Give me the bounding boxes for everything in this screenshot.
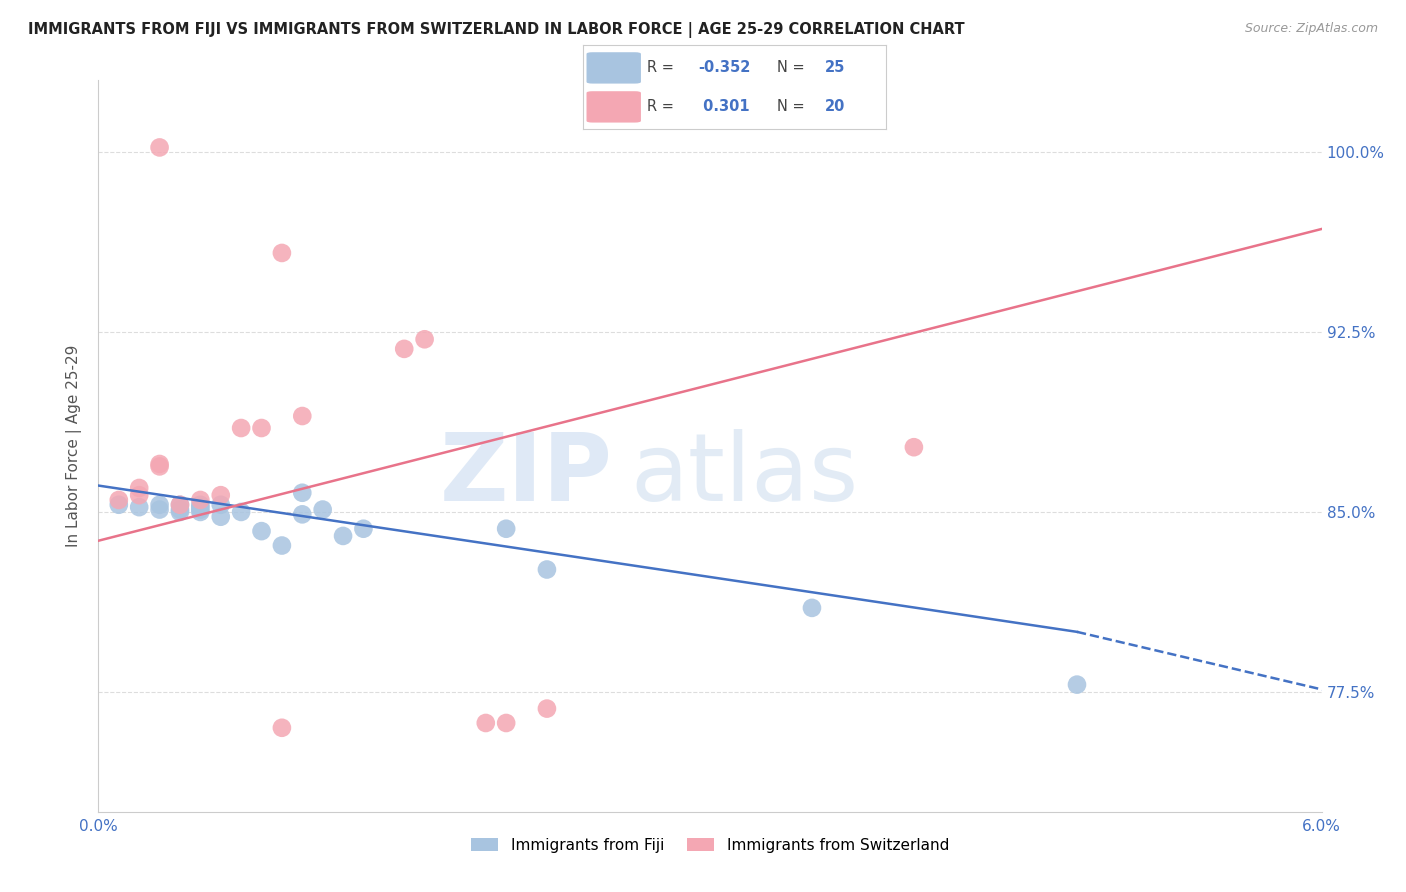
Point xyxy=(250,524,273,538)
Text: 25: 25 xyxy=(825,61,845,76)
Point xyxy=(495,522,517,536)
Text: ZIP: ZIP xyxy=(439,429,612,521)
FancyBboxPatch shape xyxy=(586,53,641,84)
Point xyxy=(311,502,335,516)
Point xyxy=(495,716,517,731)
Y-axis label: In Labor Force | Age 25-29: In Labor Force | Age 25-29 xyxy=(66,345,83,547)
Point xyxy=(169,502,191,516)
Point xyxy=(270,246,292,260)
Point xyxy=(536,701,558,715)
Text: IMMIGRANTS FROM FIJI VS IMMIGRANTS FROM SWITZERLAND IN LABOR FORCE | AGE 25-29 C: IMMIGRANTS FROM FIJI VS IMMIGRANTS FROM … xyxy=(28,22,965,38)
Point xyxy=(1066,678,1088,692)
Point xyxy=(188,500,212,515)
Point xyxy=(188,505,212,519)
Point xyxy=(291,485,314,500)
Text: Source: ZipAtlas.com: Source: ZipAtlas.com xyxy=(1244,22,1378,36)
Point xyxy=(291,508,314,522)
Text: N =: N = xyxy=(778,98,810,113)
Point xyxy=(108,492,131,507)
Point xyxy=(149,498,172,512)
Point xyxy=(801,600,824,615)
Point xyxy=(291,409,314,423)
Text: N =: N = xyxy=(778,61,810,76)
Text: -0.352: -0.352 xyxy=(699,61,751,76)
Point xyxy=(128,500,150,515)
Point xyxy=(413,332,436,346)
Text: 20: 20 xyxy=(825,98,845,113)
Point xyxy=(149,140,172,154)
Point xyxy=(231,421,253,435)
Point xyxy=(270,539,292,553)
Point xyxy=(332,529,354,543)
Point xyxy=(231,505,253,519)
Text: R =: R = xyxy=(647,98,679,113)
Text: 0.301: 0.301 xyxy=(699,98,749,113)
Point xyxy=(474,716,498,731)
Point xyxy=(903,440,925,454)
Text: atlas: atlas xyxy=(630,429,859,521)
Point xyxy=(352,522,374,536)
Point xyxy=(392,342,416,356)
Point xyxy=(536,562,558,576)
Point xyxy=(128,488,150,502)
Point xyxy=(149,502,172,516)
Point xyxy=(270,721,292,735)
Point xyxy=(188,492,212,507)
FancyBboxPatch shape xyxy=(586,91,641,122)
Legend: Immigrants from Fiji, Immigrants from Switzerland: Immigrants from Fiji, Immigrants from Sw… xyxy=(465,831,955,859)
Point xyxy=(250,421,273,435)
Point xyxy=(209,498,232,512)
Point xyxy=(209,509,232,524)
Point xyxy=(188,498,212,512)
Point xyxy=(149,457,172,471)
Point xyxy=(169,498,191,512)
Point xyxy=(188,502,212,516)
Point xyxy=(169,498,191,512)
Text: R =: R = xyxy=(647,61,679,76)
Point xyxy=(149,459,172,474)
Point xyxy=(128,481,150,495)
Point xyxy=(169,505,191,519)
Point xyxy=(209,488,232,502)
Point xyxy=(108,498,131,512)
